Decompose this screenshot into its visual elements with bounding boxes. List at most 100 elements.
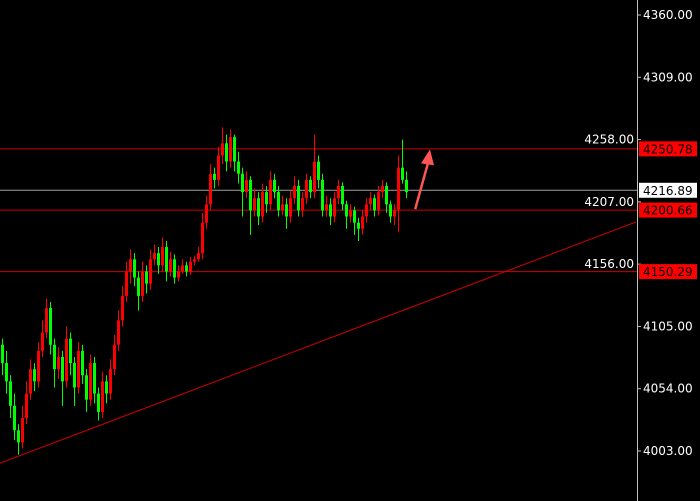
candle [401,139,404,184]
candle-body [29,369,32,394]
candle [233,134,236,172]
candle-body [133,259,136,278]
candle [33,363,36,392]
candle-body [233,137,236,162]
candle-body [325,204,328,211]
candle [213,167,216,189]
candle-body [157,253,160,266]
candle [353,206,356,235]
candle [141,261,144,303]
candle-body [145,271,148,284]
candle [45,298,48,339]
candle [113,334,116,376]
candle [321,173,324,217]
candle [153,244,156,266]
candle [53,338,56,388]
candle-body [197,253,200,260]
candle-body [337,185,340,199]
trendline [0,221,637,464]
arrow-head-icon [421,149,434,166]
candle [65,326,68,388]
candle [49,302,52,355]
candle [57,347,60,379]
candle [193,255,196,266]
candle [125,261,128,303]
candle [249,176,252,235]
candle [397,155,400,233]
candle [21,405,24,449]
candle [133,253,136,287]
candle-body [125,271,128,296]
candle [117,310,120,351]
axis-tick-label: 4156.00 [584,257,634,271]
candle-body [89,363,92,400]
candle [293,176,296,205]
axis-tick-label: 4105.00 [643,319,693,333]
candle [369,192,372,211]
candle-body [189,261,192,272]
candle-body [385,185,388,205]
candle-body [257,198,260,217]
candle [17,424,20,455]
candle-body [101,381,104,412]
candle-body [185,265,188,272]
level-price-tag-label: 4200.66 [643,204,693,218]
candle [297,179,300,217]
candle-body [201,222,204,254]
candle-body [45,308,48,333]
candle [305,173,308,205]
candle-body [305,179,308,199]
candle [73,356,76,406]
candle [101,371,104,419]
candle [365,198,368,223]
candle [129,249,132,284]
candle-body [205,204,208,223]
candle [361,210,364,235]
candle-body [209,173,212,205]
candle-body [389,204,392,217]
candle-body [81,350,84,376]
candle-body [405,179,408,193]
candle-body [137,277,140,296]
candle-body [269,179,272,205]
candle [253,188,256,217]
candle-body [169,259,172,272]
candle [237,151,240,184]
level-price-tag-box [639,264,697,280]
candle-body [321,179,324,211]
candle [377,185,380,216]
candle-body [397,167,400,211]
candle [301,192,304,217]
arrow-shaft [413,159,431,210]
candle-body [217,155,220,180]
axis-tick-label: 4054.00 [643,382,693,396]
candle [317,155,320,189]
candle [333,192,336,223]
candle-body [97,393,100,412]
level-price-tag-label: 4250.78 [643,142,693,156]
candle-body [261,192,264,217]
candle [341,182,344,211]
candle-body [177,271,180,278]
candle [277,185,280,217]
candle [309,176,312,199]
candle-body [277,192,280,211]
candle [169,251,172,277]
candle-body [317,161,320,180]
current-price-tag-box [639,182,697,198]
candle-body [297,185,300,211]
candle-body [69,338,72,364]
candle-body [53,344,56,370]
candle-body [273,179,276,193]
candle-body [249,179,252,211]
candle-body [353,210,356,223]
candle [29,359,32,400]
price-tags: 4250.78 4200.66 4150.29 4216.89 [639,141,697,280]
current-price-tag-label: 4216.89 [643,184,693,198]
candle [285,198,288,229]
candle [105,375,108,404]
candle [121,286,124,327]
candle [97,387,100,421]
